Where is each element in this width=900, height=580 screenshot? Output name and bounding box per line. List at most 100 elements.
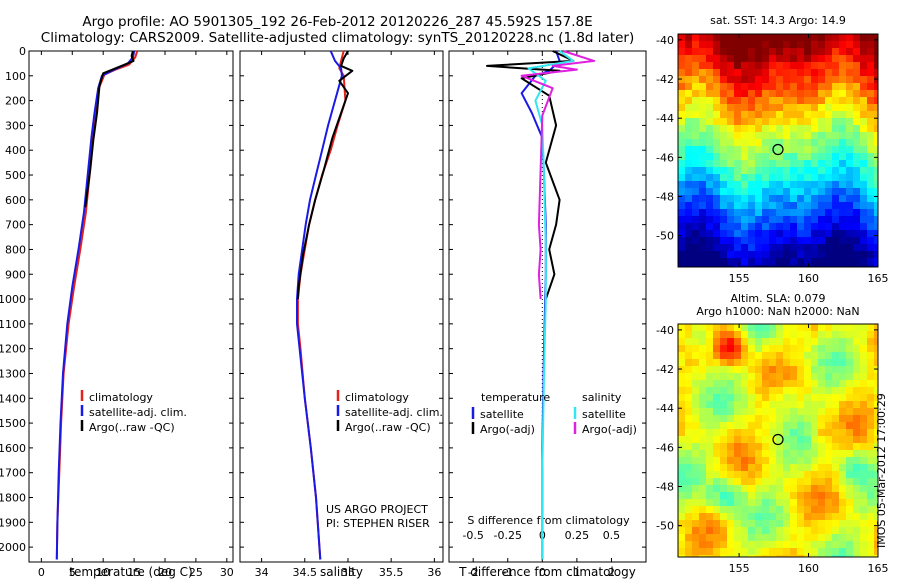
map-cell bbox=[706, 548, 714, 556]
map-cell bbox=[699, 237, 707, 245]
y-tick-label: 1800 bbox=[0, 492, 26, 505]
map-cell bbox=[839, 209, 847, 217]
map-cell bbox=[846, 387, 854, 395]
map-cell bbox=[755, 188, 763, 196]
map-cell bbox=[874, 34, 878, 42]
map-cell bbox=[867, 146, 875, 154]
map-cell bbox=[720, 401, 728, 409]
map-cell bbox=[783, 195, 791, 203]
map-cell bbox=[734, 104, 742, 112]
map-cell bbox=[825, 359, 833, 367]
map-cell bbox=[685, 223, 693, 231]
map-cell bbox=[692, 104, 700, 112]
map-cell bbox=[804, 492, 812, 500]
map-cell bbox=[790, 401, 798, 409]
map-cell bbox=[713, 48, 721, 56]
y-tick-label: 1200 bbox=[0, 343, 26, 356]
map-cell bbox=[790, 230, 798, 238]
map-cell bbox=[853, 202, 861, 210]
map-cell bbox=[685, 324, 693, 332]
map-cell bbox=[755, 195, 763, 203]
map-cell bbox=[811, 188, 819, 196]
map-cell bbox=[685, 366, 693, 374]
map-cell bbox=[818, 188, 826, 196]
map-cell bbox=[783, 104, 791, 112]
map-cell bbox=[853, 251, 861, 259]
map-cell bbox=[832, 422, 840, 430]
map-cell bbox=[797, 83, 805, 91]
map-cell bbox=[685, 471, 693, 479]
map-cell bbox=[804, 443, 812, 451]
map-cell bbox=[783, 258, 791, 266]
map-cell bbox=[846, 492, 854, 500]
map-cell bbox=[685, 83, 693, 91]
map-cell bbox=[755, 331, 763, 339]
map-cell bbox=[755, 359, 763, 367]
map-cell bbox=[755, 265, 763, 267]
map-cell bbox=[734, 513, 742, 521]
map-cell bbox=[860, 153, 868, 161]
map-cell bbox=[797, 422, 805, 430]
map-cell bbox=[811, 83, 819, 91]
map-cell bbox=[685, 352, 693, 360]
map-cell bbox=[811, 450, 819, 458]
map-cell bbox=[762, 513, 770, 521]
map-cell bbox=[853, 401, 861, 409]
map-cell bbox=[832, 338, 840, 346]
map-cell bbox=[860, 160, 868, 168]
map-cell bbox=[769, 34, 777, 42]
map-cell bbox=[713, 62, 721, 70]
map-cell bbox=[734, 209, 742, 217]
map-cell bbox=[797, 153, 805, 161]
map-cell bbox=[874, 118, 878, 126]
map-cell bbox=[720, 429, 728, 437]
y-tick-label: 200 bbox=[5, 95, 26, 108]
map-cell bbox=[769, 48, 777, 56]
map-cell bbox=[790, 513, 798, 521]
map-cell bbox=[818, 541, 826, 549]
map-cell bbox=[797, 436, 805, 444]
map-cell bbox=[741, 188, 749, 196]
map-cell bbox=[720, 506, 728, 514]
map-cell bbox=[685, 436, 693, 444]
map-cell bbox=[755, 97, 763, 105]
map-cell bbox=[678, 55, 686, 63]
map-cell bbox=[804, 188, 812, 196]
map-cell bbox=[762, 387, 770, 395]
map-cell bbox=[762, 548, 770, 556]
map-cell bbox=[839, 97, 847, 105]
map-cell bbox=[874, 104, 878, 112]
map-cell bbox=[867, 541, 875, 549]
map-cell bbox=[713, 69, 721, 77]
map-cell bbox=[818, 506, 826, 514]
map-cell bbox=[839, 338, 847, 346]
map-cell bbox=[692, 345, 700, 353]
map-cell bbox=[713, 541, 721, 549]
map-cell bbox=[867, 258, 875, 266]
map-cell bbox=[734, 132, 742, 140]
map-cell bbox=[860, 513, 868, 521]
map-cell bbox=[783, 76, 791, 84]
map-cell bbox=[720, 380, 728, 388]
map-cell bbox=[678, 373, 686, 381]
map-cell bbox=[825, 436, 833, 444]
map-cell bbox=[769, 244, 777, 252]
map-cell bbox=[748, 153, 756, 161]
map-cell bbox=[797, 209, 805, 217]
map-cell bbox=[860, 422, 868, 430]
map-cell bbox=[797, 258, 805, 266]
map-cell bbox=[804, 408, 812, 416]
map-cell bbox=[706, 160, 714, 168]
map-cell bbox=[811, 436, 819, 444]
map-cell bbox=[825, 202, 833, 210]
map-cell bbox=[685, 478, 693, 486]
map-cell bbox=[846, 97, 854, 105]
map-cell bbox=[762, 366, 770, 374]
map-cell bbox=[783, 97, 791, 105]
x-axis-label: T difference from climatology bbox=[458, 565, 636, 579]
map-cell bbox=[741, 366, 749, 374]
map-cell bbox=[720, 146, 728, 154]
map-cell bbox=[846, 223, 854, 231]
map-cell bbox=[769, 216, 777, 224]
